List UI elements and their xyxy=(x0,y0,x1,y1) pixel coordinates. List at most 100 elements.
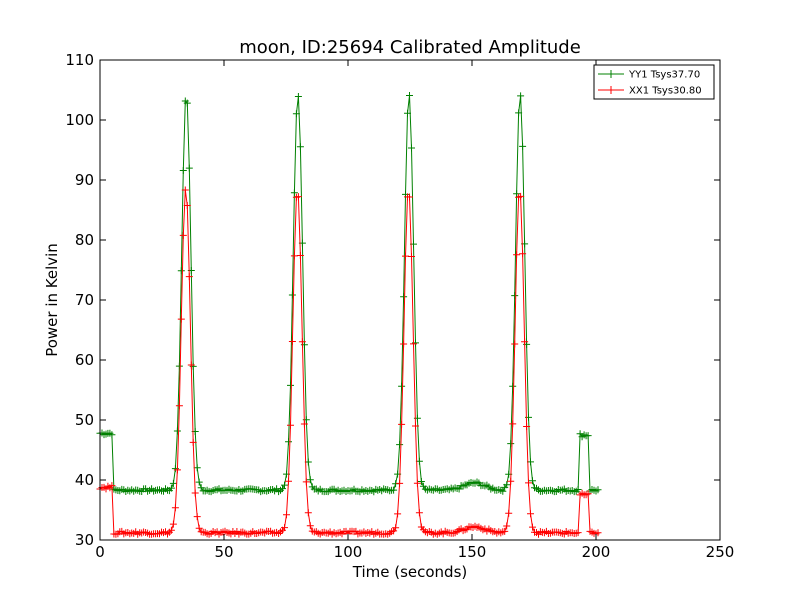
y-tick-label: 70 xyxy=(75,291,94,309)
data-point xyxy=(283,511,290,519)
data-point xyxy=(179,167,187,174)
data-point xyxy=(527,510,534,518)
x-axis-label: Time (seconds) xyxy=(352,563,468,581)
data-point xyxy=(505,509,513,517)
data-point xyxy=(400,293,408,301)
data-point xyxy=(509,420,517,428)
data-point xyxy=(406,193,413,201)
y-tick-label: 30 xyxy=(75,531,94,549)
data-point xyxy=(503,522,511,530)
data-point xyxy=(175,402,183,410)
x-tick-label: 50 xyxy=(214,543,233,561)
data-point xyxy=(169,520,177,528)
data-point xyxy=(304,509,312,517)
data-point xyxy=(296,252,304,259)
data-point xyxy=(177,267,185,275)
y-tick-label: 110 xyxy=(65,51,94,69)
y-axis-label: Power in Kelvin xyxy=(43,243,61,357)
data-point xyxy=(189,438,197,446)
data-point xyxy=(175,362,183,370)
data-point xyxy=(290,189,298,197)
series-line xyxy=(99,189,599,535)
data-point xyxy=(167,484,175,492)
x-tick-label: 0 xyxy=(95,543,105,561)
data-point xyxy=(171,504,179,512)
data-point xyxy=(511,340,519,348)
data-point xyxy=(410,340,417,348)
data-point xyxy=(519,250,527,258)
ticks-layer: 0 50 100 150 200 250 30 40 50 60 70 80 90 100 110 xyxy=(65,51,734,561)
x-tick-label: 150 xyxy=(458,543,487,561)
plot-area xyxy=(100,60,720,540)
data-point xyxy=(515,109,523,117)
x-tick-label: 100 xyxy=(334,543,363,561)
data-point xyxy=(294,93,302,100)
data-point xyxy=(306,522,314,530)
data-point xyxy=(529,523,536,531)
y-tick-label: 80 xyxy=(75,231,94,249)
data-point xyxy=(281,481,288,489)
data-point xyxy=(183,202,191,209)
data-point xyxy=(584,432,592,440)
data-point xyxy=(392,524,400,532)
data-point xyxy=(507,477,515,485)
data-point xyxy=(298,338,306,346)
data-point xyxy=(406,92,413,99)
y-tick-label: 40 xyxy=(75,471,94,489)
y-tick-label: 60 xyxy=(75,351,94,369)
data-point xyxy=(173,427,181,435)
data-point xyxy=(584,490,592,498)
data-point xyxy=(302,478,310,486)
data-point xyxy=(503,481,511,489)
data-point xyxy=(181,186,189,194)
data-point xyxy=(525,479,532,487)
data-point xyxy=(185,164,193,172)
data-point xyxy=(290,252,298,260)
series-layer xyxy=(96,92,602,538)
data-point xyxy=(195,478,203,486)
data-point xyxy=(396,479,404,487)
data-point xyxy=(412,422,419,430)
data-point xyxy=(285,438,292,446)
series-1 xyxy=(96,186,602,538)
data-point xyxy=(296,143,304,151)
data-point xyxy=(193,513,201,521)
data-point xyxy=(185,273,193,281)
x-tick-label: 250 xyxy=(706,543,735,561)
x-tick-label: 200 xyxy=(582,543,611,561)
y-tick-label: 90 xyxy=(75,171,94,189)
data-point xyxy=(415,509,423,517)
data-point xyxy=(501,527,509,535)
data-point xyxy=(183,99,191,107)
data-point xyxy=(300,420,308,428)
plot-frame xyxy=(99,59,721,541)
data-point xyxy=(509,382,517,390)
data-point xyxy=(306,476,314,484)
data-point xyxy=(288,338,296,345)
data-point xyxy=(400,340,408,348)
data-point xyxy=(519,142,527,150)
data-point xyxy=(521,338,529,346)
data-point xyxy=(292,110,300,118)
data-point xyxy=(285,477,292,485)
data-point xyxy=(173,466,181,474)
data-point xyxy=(529,477,536,485)
data-point xyxy=(517,192,525,200)
data-point xyxy=(179,231,187,239)
data-point xyxy=(402,252,409,260)
data-point xyxy=(511,292,519,300)
legend: YY1 Tsys37.70 XX1 Tsys30.80 xyxy=(593,64,715,100)
data-point xyxy=(499,487,507,495)
data-point xyxy=(191,489,199,497)
legend-marker-yy1 xyxy=(607,70,615,78)
data-point xyxy=(594,486,602,494)
legend-label-yy1: YY1 Tsys37.70 xyxy=(628,70,700,81)
data-point xyxy=(287,421,294,429)
data-point xyxy=(108,482,116,490)
data-point xyxy=(390,486,398,494)
data-point xyxy=(177,315,185,323)
data-point xyxy=(281,524,288,532)
chart-title: moon, ID:25694 Calibrated Amplitude xyxy=(239,37,581,58)
data-point xyxy=(408,253,415,260)
data-point xyxy=(398,382,406,390)
